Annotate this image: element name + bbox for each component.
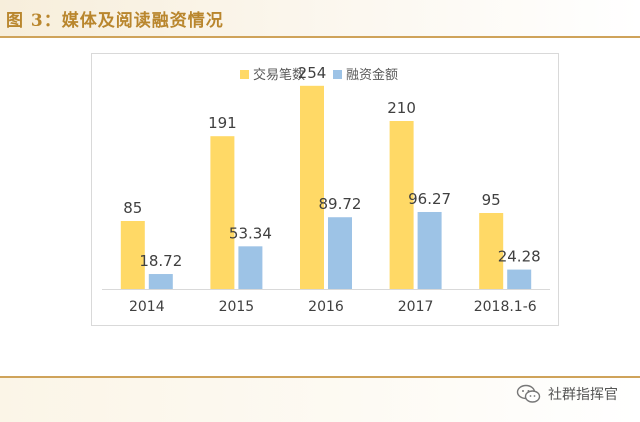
bar-amount-2016 <box>328 217 352 289</box>
legend-swatch-1 <box>240 70 249 79</box>
watermark: 社群指挥官 <box>516 384 618 404</box>
data-label-transactions-2014: 85 <box>123 199 142 217</box>
wechat-icon <box>516 384 541 403</box>
x-tick-label-2017: 2017 <box>398 299 434 315</box>
bar-transactions-2015 <box>210 136 235 289</box>
x-tick-label-2014: 2014 <box>129 299 165 315</box>
data-label-amount-2017: 96.27 <box>408 190 451 208</box>
data-label-transactions-2015: 191 <box>208 114 237 132</box>
legend-label-2: 融资金额 <box>346 67 398 83</box>
bar-amount-2018.1-6 <box>507 269 532 289</box>
data-label-amount-2018.1-6: 24.28 <box>498 248 541 266</box>
data-label-amount-2014: 18.72 <box>139 252 182 270</box>
bar-transactions-2016 <box>300 85 324 289</box>
x-tick-label-2018.1-6: 2018.1-6 <box>474 299 537 315</box>
x-tick-label-2015: 2015 <box>219 299 255 315</box>
data-label-transactions-2018.1-6: 95 <box>482 191 501 209</box>
data-label-transactions-2017: 210 <box>387 99 416 117</box>
bar-transactions-2014 <box>120 221 145 289</box>
x-tick-label-2016: 2016 <box>308 299 344 315</box>
bar-amount-2014 <box>148 274 173 289</box>
bar-chart: 交易笔数 融资金额 85 18.72 2014 191 53.34 2015 254 89.72 2… <box>102 64 550 315</box>
legend-swatch-2 <box>333 70 342 79</box>
bar-transactions-2017 <box>389 121 414 289</box>
bar-transactions-2018.1-6 <box>479 213 504 289</box>
title-band <box>0 0 640 36</box>
figure-title: 图 3：媒体及阅读融资情况 <box>6 11 224 31</box>
data-label-transactions-2016: 254 <box>298 64 327 82</box>
data-label-amount-2015: 53.34 <box>229 224 272 242</box>
bar-amount-2015 <box>238 246 263 289</box>
watermark-text: 社群指挥官 <box>548 387 618 403</box>
legend-label-1: 交易笔数 <box>253 67 305 83</box>
bar-amount-2017 <box>417 211 442 289</box>
title-divider <box>0 36 640 38</box>
bottom-divider <box>0 376 640 378</box>
data-label-amount-2016: 89.72 <box>319 195 362 213</box>
chart-frame: 交易笔数 融资金额 85 18.72 2014 191 53.34 2015 254 89.72 2… <box>91 53 559 326</box>
